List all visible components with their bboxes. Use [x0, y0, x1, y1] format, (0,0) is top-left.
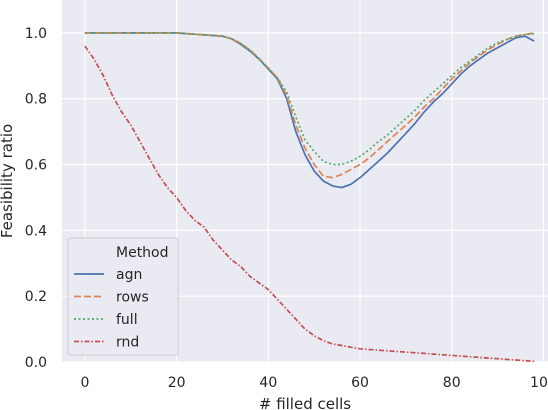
- series-line-rnd: [84, 45, 535, 363]
- series-lines: [84, 32, 535, 363]
- legend-label-agn: agn: [116, 267, 142, 283]
- legend-box: [67, 237, 179, 356]
- series-line-rows: [84, 32, 535, 179]
- y-tick-label: 1.0: [25, 26, 47, 42]
- y-axis-label: Feasibility ratio: [0, 124, 16, 238]
- x-tick-label: 40: [259, 375, 277, 391]
- y-tick-label: 0.0: [25, 355, 47, 371]
- y-tick-label: 0.2: [25, 289, 47, 305]
- legend-title: Method: [116, 245, 169, 261]
- legend-label-rnd: rnd: [116, 335, 139, 351]
- x-tick-label: 80: [443, 375, 461, 391]
- x-tick-label: 20: [168, 375, 186, 391]
- x-tick-labels: 0 20 40 60 80 100: [80, 375, 548, 391]
- legend-items: agn rows full rnd: [74, 267, 149, 351]
- y-tick-label: 0.6: [25, 158, 47, 174]
- legend-label-full: full: [116, 312, 138, 328]
- y-tick-labels: 0.0 0.2 0.4 0.6 0.8 1.0: [25, 26, 47, 371]
- y-tick-label: 0.4: [25, 223, 47, 239]
- x-tick-label: 0: [80, 375, 89, 391]
- x-tick-label: 60: [351, 375, 369, 391]
- x-axis-label: # filled cells: [259, 395, 351, 410]
- y-tick-label: 0.8: [25, 92, 47, 108]
- legend-label-rows: rows: [116, 290, 149, 306]
- x-tick-label: 100: [530, 375, 548, 391]
- legend: Method agn rows full rnd: [67, 237, 179, 356]
